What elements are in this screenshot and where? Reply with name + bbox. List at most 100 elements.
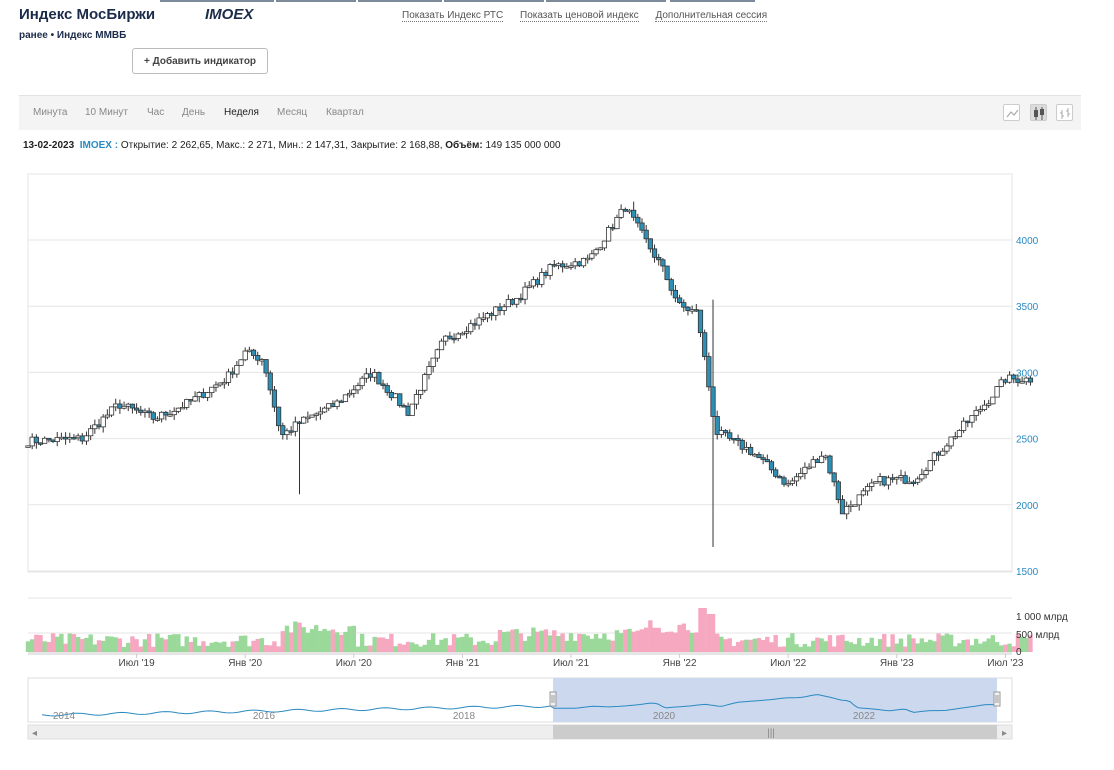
volume-bar — [865, 642, 870, 652]
tab-10-minutes[interactable]: 10 Минут — [85, 107, 128, 118]
volume-bar — [55, 636, 60, 652]
candle-body — [330, 403, 336, 407]
candle-body — [413, 394, 420, 405]
candlestick-chart-icon[interactable] — [1030, 104, 1047, 121]
candle-body — [605, 227, 612, 242]
candle-body — [990, 396, 996, 405]
candle-body — [827, 455, 833, 474]
candle-body — [969, 415, 975, 423]
candle-body — [397, 393, 403, 406]
candle-body — [171, 410, 177, 416]
additional-session-link[interactable]: Дополнительная сессия — [655, 10, 768, 22]
tab-month[interactable]: Месяц — [277, 107, 308, 118]
candle-body — [685, 306, 691, 312]
volume-bar — [272, 641, 277, 652]
volume-bar — [414, 644, 419, 652]
candle-body — [635, 216, 641, 224]
volume-bar — [643, 627, 649, 652]
volume-bar — [635, 630, 641, 652]
show-price-index-link[interactable]: Показать ценовой индекс — [520, 10, 639, 22]
candle-body — [426, 366, 432, 376]
candle-body — [326, 403, 332, 409]
candle-body — [819, 455, 825, 463]
tab-hour[interactable]: Час — [147, 107, 165, 118]
navigator-handle[interactable] — [993, 691, 1001, 707]
show-rts-link[interactable]: Показать Индекс РТС — [402, 10, 504, 22]
line-chart-icon[interactable] — [1003, 104, 1020, 121]
candle-body — [956, 430, 963, 438]
candle-body — [267, 372, 273, 391]
candle-body — [351, 389, 357, 394]
candle-body — [305, 416, 311, 420]
volume-bar — [627, 628, 632, 652]
tab-day[interactable]: День — [182, 107, 206, 118]
price-tick-label: 3000 — [1016, 368, 1039, 379]
volume-bar — [171, 634, 177, 652]
volume-bar — [151, 646, 156, 652]
tab-minute[interactable]: Минута — [33, 107, 68, 118]
candle-body — [276, 406, 282, 427]
candle-body — [530, 279, 537, 287]
ohlc-bar-chart-icon[interactable] — [1056, 104, 1073, 121]
navigator-year-label: 2018 — [453, 711, 476, 722]
navigator-handle[interactable] — [549, 691, 557, 707]
volume-bar — [522, 640, 528, 652]
candle-body — [660, 259, 666, 267]
candle-body — [367, 373, 374, 378]
volume-bar — [180, 646, 185, 652]
volume-bar — [38, 635, 43, 652]
volume-bar — [681, 623, 686, 652]
candle-body — [743, 447, 750, 450]
volume-bar — [29, 639, 35, 652]
candle-body — [860, 490, 866, 496]
volume-bar — [506, 631, 511, 652]
info-date: 13-02-2023 — [23, 140, 75, 151]
volume-bar — [497, 629, 503, 652]
volume-bar — [531, 627, 536, 652]
navigator-scrollbar-thumb[interactable] — [553, 725, 997, 739]
tab-week[interactable]: Неделя — [224, 107, 259, 118]
volume-bar — [146, 634, 152, 652]
volume-bar — [773, 635, 778, 652]
candle-body — [789, 480, 795, 484]
price-chart[interactable]: 1500 2000 2500 3000 3500 4000 0 500 млрд 1 000 … — [0, 160, 1114, 750]
volume-bar — [802, 643, 808, 652]
volume-bar — [944, 633, 950, 652]
volume-bar — [543, 629, 549, 652]
volume-bar — [330, 629, 336, 652]
candle-body — [1002, 379, 1009, 383]
candles — [25, 201, 1034, 548]
candle-body — [998, 379, 1004, 387]
volume-bar — [564, 640, 570, 652]
candle-body — [217, 382, 223, 386]
volume-bar — [347, 626, 352, 652]
candle-body — [451, 337, 457, 341]
candle-body — [539, 272, 545, 285]
scroll-left-arrow-icon[interactable]: ◂ — [32, 728, 37, 739]
volume-bar — [251, 640, 256, 652]
volume-bar — [982, 641, 987, 652]
candle-body — [188, 399, 194, 402]
volume-bar — [614, 630, 620, 652]
scroll-right-arrow-icon[interactable]: ▸ — [1002, 728, 1007, 739]
candle-body — [79, 435, 85, 442]
volume-bar — [284, 625, 290, 652]
volume-bar — [217, 642, 223, 652]
candle-body — [418, 389, 424, 395]
volume-bar — [1003, 644, 1008, 652]
candle-body — [255, 355, 261, 361]
candle-body — [338, 400, 344, 403]
candle-body — [250, 349, 257, 356]
volume-bar — [359, 633, 365, 652]
volume-bar — [852, 644, 858, 652]
candle-body — [677, 297, 683, 304]
volume-bar — [652, 627, 657, 652]
add-indicator-button[interactable]: + Добавить индикатор — [132, 48, 268, 74]
candle-body — [100, 416, 106, 428]
volume-bar — [710, 614, 716, 652]
price-tick-label: 2500 — [1016, 435, 1039, 446]
candle-body — [814, 459, 821, 463]
volume-bar — [314, 625, 319, 652]
volume-bar — [192, 637, 198, 652]
tab-quarter[interactable]: Квартал — [326, 107, 364, 118]
